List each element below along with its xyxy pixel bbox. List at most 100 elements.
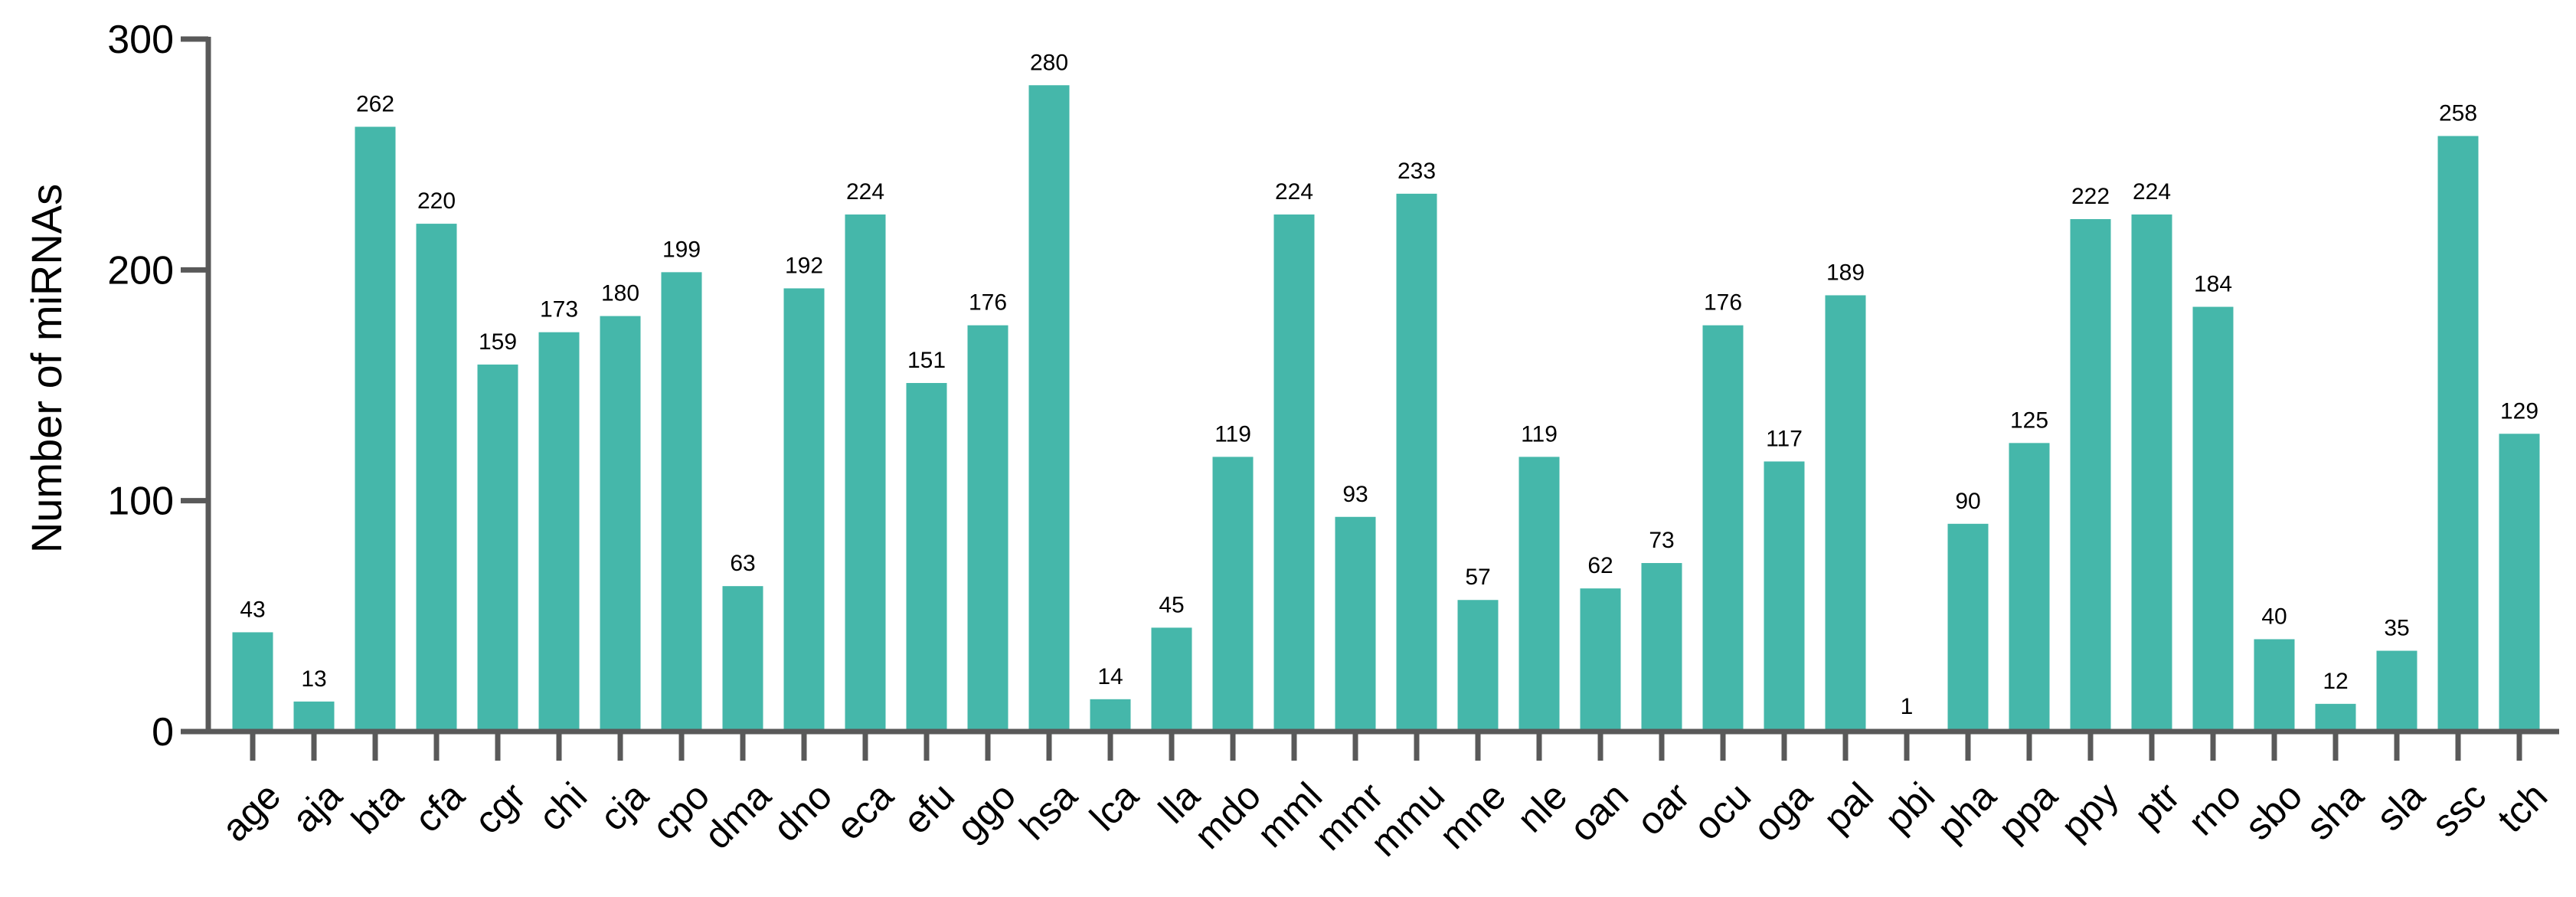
data-label-cgr: 159 xyxy=(479,329,517,355)
data-labels: 4313262220159173180199631922241511762801… xyxy=(240,50,2538,719)
x-tick-label-oga: oga xyxy=(1745,774,1821,850)
x-tick-label-mml: mml xyxy=(1249,774,1330,856)
x-tick-label-cja: cja xyxy=(591,774,656,840)
data-label-aja: 13 xyxy=(301,666,326,692)
x-tick-label-chi: chi xyxy=(530,774,595,840)
data-label-sla: 35 xyxy=(2384,616,2409,641)
x-tick-label-age: age xyxy=(214,774,289,850)
data-label-ppy: 222 xyxy=(2071,184,2110,209)
bar-mmu xyxy=(1396,193,1437,732)
x-tick-label-bta: bta xyxy=(343,774,411,843)
x-tick-label-oan: oan xyxy=(1561,774,1637,850)
bar-lla xyxy=(1151,627,1192,732)
bar-sha xyxy=(2315,703,2356,732)
bar-bta xyxy=(355,126,396,732)
data-label-mne: 57 xyxy=(1465,565,1490,590)
x-tick-label-pbi: pbi xyxy=(1876,774,1943,841)
x-tick-label-nle: nle xyxy=(1509,774,1575,841)
data-label-pal: 189 xyxy=(1826,260,1865,285)
bar-oga xyxy=(1764,461,1805,732)
data-label-oar: 73 xyxy=(1649,528,1674,553)
bar-aja xyxy=(293,701,335,732)
data-label-age: 43 xyxy=(240,597,265,622)
x-tick-label-mdo: mdo xyxy=(1186,774,1269,857)
bar-dma xyxy=(722,586,763,732)
bar-cpo xyxy=(661,272,702,732)
data-label-chi: 173 xyxy=(540,297,578,322)
data-label-oan: 62 xyxy=(1587,553,1613,578)
x-tick-label-ppa: ppa xyxy=(1990,774,2066,850)
bar-age xyxy=(232,632,273,732)
bar-tch xyxy=(2499,434,2540,732)
x-tick-label-hsa: hsa xyxy=(1012,774,1086,849)
x-tick-label-lca: lca xyxy=(1081,774,1146,840)
bar-cgr xyxy=(477,364,518,732)
x-tick-label-oar: oar xyxy=(1629,774,1698,844)
bar-sla xyxy=(2376,650,2417,732)
y-tick-label: 200 xyxy=(107,248,174,293)
bar-cja xyxy=(600,316,641,732)
bar-efu xyxy=(906,382,947,732)
bar-mml xyxy=(1273,214,1315,732)
bar-eca xyxy=(845,214,886,732)
x-tick-label-dma: dma xyxy=(696,774,780,858)
x-tick-label-ptr: ptr xyxy=(2126,774,2188,836)
bar-lca xyxy=(1090,699,1131,732)
bar-pha xyxy=(1947,523,1989,732)
data-label-mmu: 233 xyxy=(1398,159,1436,184)
x-tick-label-cfa: cfa xyxy=(406,774,472,841)
x-tick-label-cgr: cgr xyxy=(466,774,534,843)
bar-ssc xyxy=(2437,136,2479,732)
data-label-lca: 14 xyxy=(1097,664,1123,689)
bar-pal xyxy=(1825,295,1866,732)
data-label-efu: 151 xyxy=(907,348,946,373)
data-label-cfa: 220 xyxy=(417,188,456,214)
data-label-cja: 180 xyxy=(601,281,639,306)
bars xyxy=(232,85,2540,732)
data-label-mml: 224 xyxy=(1275,179,1313,205)
x-tick-label-efu: efu xyxy=(894,774,963,843)
bar-cfa xyxy=(416,224,457,732)
x-tick-label-sha: sha xyxy=(2298,774,2372,849)
data-label-mdo: 119 xyxy=(1214,421,1251,447)
x-tick-label-rno: rno xyxy=(2180,774,2250,844)
x-tick-label-tch: tch xyxy=(2489,774,2555,841)
bar-mdo xyxy=(1212,457,1254,732)
y-tick-label: 0 xyxy=(152,710,174,755)
bar-rno xyxy=(2192,306,2234,732)
bar-oar xyxy=(1641,563,1682,732)
data-label-mmr: 93 xyxy=(1342,482,1368,507)
data-label-ssc: 258 xyxy=(2439,101,2477,126)
bar-chi xyxy=(538,332,580,732)
data-label-eca: 224 xyxy=(846,179,884,205)
x-axis-ticks: ageajabtacfacgrchicjacpodmadnoecaefuggoh… xyxy=(214,732,2555,865)
data-label-hsa: 280 xyxy=(1030,50,1068,75)
data-label-bta: 262 xyxy=(356,92,394,117)
data-label-pbi: 1 xyxy=(1901,694,1914,719)
bar-ocu xyxy=(1702,325,1744,732)
data-label-sbo: 40 xyxy=(2261,604,2287,629)
x-tick-label-ggo: ggo xyxy=(949,774,1025,850)
x-tick-label-ocu: ocu xyxy=(1685,774,1760,849)
bar-oan xyxy=(1580,588,1621,732)
data-label-ppa: 125 xyxy=(2010,408,2048,433)
y-axis-ticks: 0 100 200 300 xyxy=(107,18,208,755)
data-label-sha: 12 xyxy=(2323,669,2348,694)
y-axis-title: Number of miRNAs xyxy=(22,184,70,553)
x-tick-label-ssc: ssc xyxy=(2424,774,2495,846)
x-tick-label-sla: sla xyxy=(2368,774,2433,840)
x-tick-label-ppy: ppy xyxy=(2053,774,2127,849)
x-tick-label-pha: pha xyxy=(1929,774,2005,850)
x-tick-label-dno: dno xyxy=(765,774,841,850)
bar-sbo xyxy=(2254,639,2295,732)
data-label-ptr: 224 xyxy=(2133,179,2171,205)
bar-ptr xyxy=(2131,214,2172,732)
x-tick-label-pal: pal xyxy=(1815,774,1881,841)
data-label-lla: 45 xyxy=(1159,592,1184,617)
bar-dno xyxy=(783,288,825,732)
bar-ppy xyxy=(2070,219,2111,732)
y-tick-label: 100 xyxy=(107,480,174,524)
x-tick-label-aja: aja xyxy=(283,774,350,841)
x-tick-label-sbo: sbo xyxy=(2237,774,2311,849)
data-label-tch: 129 xyxy=(2500,398,2538,424)
